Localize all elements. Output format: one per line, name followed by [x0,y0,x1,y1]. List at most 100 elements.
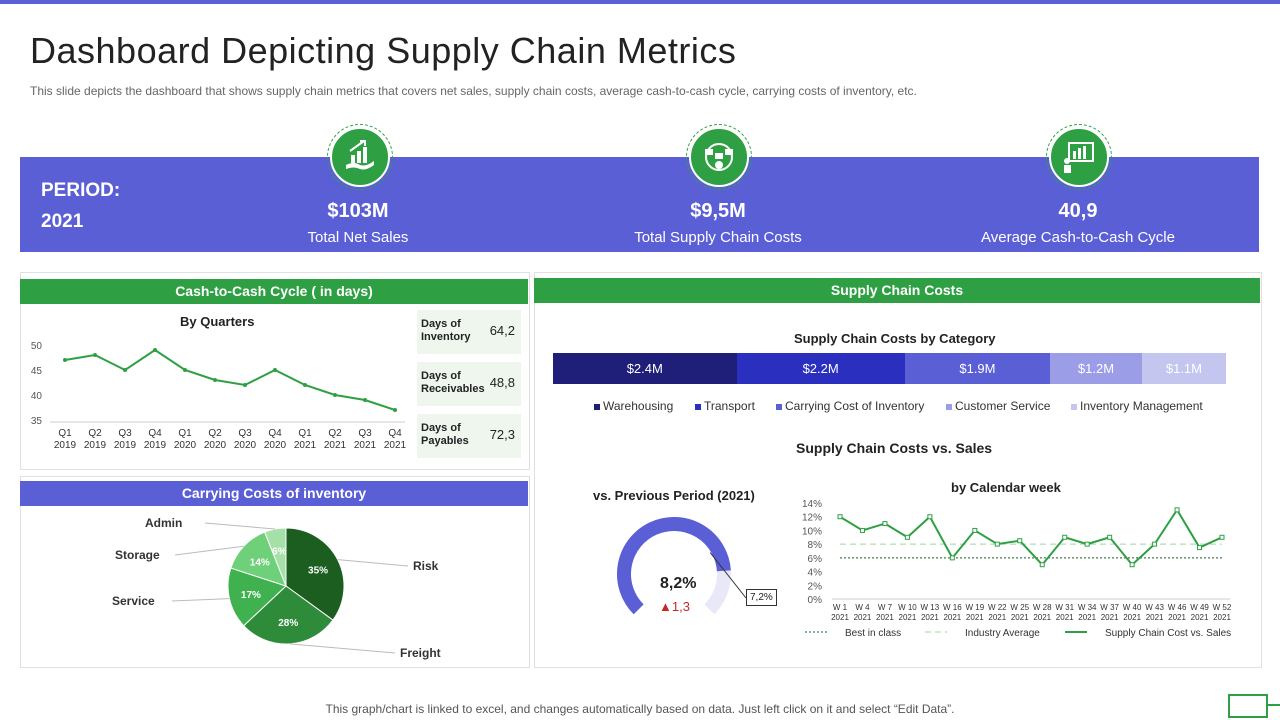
corner-decoration [1266,704,1280,706]
legend-label: Inventory Management [1080,399,1203,413]
days-value: 72,3 [489,427,515,442]
legend-swatch [695,403,701,410]
gauge-delta: ▲1,3 [659,599,690,614]
x-tick-label: Q3 [118,428,132,439]
pie-slice [230,531,287,587]
c2c-data-point [213,378,217,382]
gauge-chart [617,517,747,615]
x-tick-label: 2021 [943,613,961,622]
gauge-previous-marker [709,552,747,599]
calendar-title: by Calendar week [951,480,1061,495]
legend-item: Customer Service [946,399,1050,413]
series-marker [1107,534,1113,540]
c2c-data-point [123,368,127,372]
pie-category-label: Risk [413,559,439,573]
pie-leader-line [289,643,396,654]
y-tick-label: 6% [808,554,823,565]
pie-category-label: Storage [115,548,160,562]
legend-label: Industry Average [965,628,1040,639]
series-marker [1129,562,1135,568]
x-tick-label: 2021 [831,613,849,622]
x-tick-label: Q2 [208,428,222,439]
prev-period-title: vs. Previous Period (2021) [593,488,755,503]
x-tick-label: 2020 [264,440,287,451]
gauge-delta-value: 1,3 [671,599,690,614]
series-marker [882,521,888,527]
series-marker [1152,541,1158,547]
series-marker [1017,538,1023,544]
series-line [839,507,1223,567]
x-tick-label: 2021 [1213,613,1231,622]
x-tick-label: Q2 [88,428,102,439]
pie-value-label: 6% [272,547,287,558]
pie-category-label: Admin [145,516,182,530]
x-tick-label: Q3 [238,428,252,439]
bar-segment: $2.2M [736,353,905,384]
x-tick-label: 2021 [294,440,317,451]
pie-leader-line [174,545,244,556]
x-tick-label: 2021 [854,613,872,622]
x-tick-label: 2021 [899,613,917,622]
series-marker [927,514,933,520]
x-tick-label: 2021 [1011,613,1029,622]
c2c-data-point [243,383,247,387]
x-tick-label: W 43 [1145,603,1164,612]
x-tick-label: 2021 [1056,613,1074,622]
by-category-title: Supply Chain Costs by Category [794,331,996,346]
x-tick-label: W 49 [1190,603,1209,612]
x-tick-label: Q1 [298,428,312,439]
y-tick-label: 4% [808,568,823,579]
supply-chain-icon [689,127,749,187]
supply-header: Supply Chain Costs [534,278,1260,303]
x-tick-label: W 31 [1055,603,1074,612]
x-tick-label: W 13 [921,603,940,612]
c2c-data-point [363,398,367,402]
y-tick-label: 40 [31,391,43,402]
x-tick-label: W 52 [1213,603,1232,612]
kpi-supply-chain-costs: $9,5M Total Supply Chain Costs [568,200,868,246]
bar-segment: $2.4M [553,353,737,384]
x-tick-label: Q3 [358,428,372,439]
series-marker [904,534,910,540]
y-tick-label: 35 [31,416,43,427]
legend-item: Warehousing [594,399,673,413]
legend-item: Transport [695,399,755,413]
y-tick-label: 8% [808,540,823,551]
carrying-pie-chart: 35% Risk 28% Freight 17% Service 14% Storage 6% A… [112,516,441,660]
pie-leader-line [204,522,276,530]
bar-segment: $1.9M [904,353,1051,384]
kpi-label: Average Cash-to-Cash Cycle [981,229,1175,246]
carrying-header: Carrying Costs of inventory [20,481,528,506]
legend-item: Inventory Management [1071,399,1203,413]
vs-sales-title: Supply Chain Costs vs. Sales [796,440,993,456]
x-tick-label: 2021 [1033,613,1051,622]
x-tick-label: Q4 [148,428,162,439]
pie-leader-line [337,559,409,567]
c2c-series-line [64,348,396,411]
x-tick-label: 2021 [1123,613,1141,622]
y-tick-label: 2% [808,581,823,592]
badge-ring [327,124,393,190]
footnote: This graph/chart is linked to excel, and… [325,702,955,716]
gauge-fill [617,517,731,615]
x-tick-label: W 46 [1168,603,1187,612]
days-label: Payables [421,435,469,447]
y-tick-label: 0% [808,595,823,606]
x-tick-label: 2021 [1101,613,1119,622]
c2c-subtitle: By Quarters [180,314,255,329]
pie-category-label: Service [112,594,155,608]
legend-label: Warehousing [603,399,674,413]
legend-label: Transport [704,399,755,413]
c2c-data-point [303,383,307,387]
days-label: Inventory [421,331,471,343]
pie-slice [227,567,287,627]
x-tick-label: W 28 [1033,603,1052,612]
c2c-header: Cash-to-Cash Cycle ( in days) [20,279,528,304]
pie-value-label: 28% [278,618,298,629]
badge-ring [686,124,752,190]
legend-label: Best in class [845,628,901,639]
supply-card [534,272,1262,668]
legend-swatch [594,403,600,410]
pie-slice [285,527,345,621]
